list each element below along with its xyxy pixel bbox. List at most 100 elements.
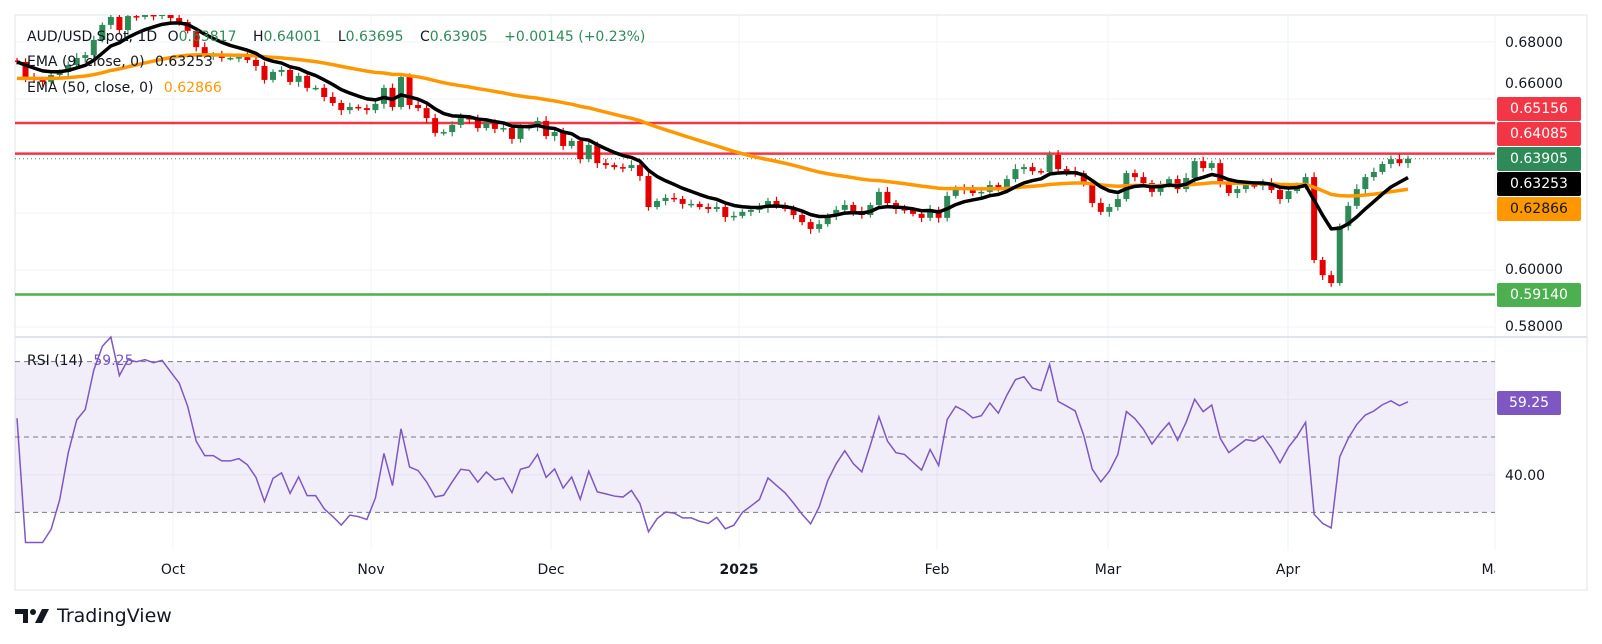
candle — [1336, 226, 1343, 284]
candle — [816, 224, 823, 229]
candle — [244, 57, 251, 60]
ema50-label: EMA (50, close, 0) — [27, 80, 154, 96]
candle — [193, 30, 200, 48]
candle — [466, 118, 473, 120]
candle — [1191, 161, 1198, 178]
rsi-legend[interactable]: RSI (14) 59.25 — [27, 353, 139, 369]
candle — [875, 191, 882, 206]
candle — [1225, 183, 1232, 194]
candle — [372, 103, 379, 111]
rsi-line — [16, 335, 1409, 544]
candle — [440, 132, 447, 134]
candle — [705, 207, 712, 210]
candle — [483, 122, 490, 129]
candle — [850, 205, 857, 212]
candle — [449, 124, 456, 133]
candle — [235, 57, 242, 59]
candle — [261, 65, 268, 80]
candle — [508, 128, 515, 139]
candle — [1285, 191, 1292, 200]
tradingview-logo[interactable]: TradingView — [15, 605, 172, 627]
price-tick: 0.58000 — [1505, 319, 1563, 335]
candle — [176, 18, 183, 23]
candle — [1003, 179, 1010, 190]
candle — [1311, 177, 1318, 261]
candle — [1131, 173, 1138, 178]
candle — [799, 214, 806, 223]
candle — [167, 15, 174, 19]
brand-name: TradingView — [57, 605, 172, 627]
candle — [1055, 154, 1062, 170]
candle — [1097, 203, 1104, 212]
candle — [133, 16, 140, 18]
high-value: 0.64001 — [263, 29, 322, 45]
ema50-legend[interactable]: EMA (50, close, 0) 0.62866 — [27, 80, 228, 96]
ema9-value: 0.63253 — [155, 54, 213, 70]
candle — [1302, 177, 1309, 186]
candle — [952, 187, 959, 196]
candle — [1200, 161, 1207, 168]
candle — [1166, 179, 1173, 186]
low-value: 0.63695 — [345, 29, 404, 45]
ema9-line — [16, 21, 1409, 231]
candle — [252, 59, 259, 66]
candle — [227, 57, 234, 60]
tradingview-logo-icon — [15, 609, 49, 623]
x-tick-2025: 2025 — [719, 562, 759, 578]
candle — [270, 71, 277, 80]
resistance-upper-price-box: 0.65156 — [1497, 97, 1581, 121]
symbol-label[interactable]: AUD/USD Spot, 1D — [27, 29, 158, 45]
candle — [978, 191, 985, 194]
candle — [116, 16, 123, 31]
candle — [671, 197, 678, 200]
x-tick-feb: Feb — [924, 562, 950, 578]
ema50-value: 0.62866 — [163, 80, 222, 96]
ema50-line — [16, 53, 1409, 198]
candle — [1251, 185, 1258, 187]
candle — [688, 203, 695, 206]
support-price-box: 0.59140 — [1497, 283, 1581, 307]
candle — [884, 191, 891, 204]
candle — [1038, 171, 1045, 173]
ema9-legend[interactable]: EMA (9, close, 0) 0.63253 — [27, 54, 219, 70]
candle — [679, 199, 686, 204]
candle — [1020, 167, 1027, 170]
candle — [969, 189, 976, 194]
candle — [329, 97, 336, 103]
candle — [594, 144, 601, 164]
candle — [1208, 163, 1215, 168]
candle — [1080, 173, 1087, 184]
candle — [560, 132, 567, 147]
candle — [1405, 158, 1411, 164]
candle — [918, 213, 925, 218]
candle — [790, 209, 797, 215]
candle — [56, 71, 63, 76]
x-tick-oct: Oct — [160, 562, 186, 578]
candle — [500, 128, 507, 130]
candle — [1217, 163, 1224, 184]
candles — [15, 15, 1411, 287]
open-label: O — [167, 29, 179, 45]
candle — [1387, 159, 1394, 164]
candle — [1114, 199, 1121, 208]
candle — [1106, 207, 1113, 212]
candle — [82, 55, 89, 58]
candle — [927, 209, 934, 218]
candle — [619, 167, 626, 169]
candle — [1379, 163, 1386, 172]
candle — [346, 106, 353, 111]
candle — [491, 122, 498, 129]
candle — [1396, 159, 1403, 164]
rsi-tick: 40.00 — [1505, 468, 1546, 484]
price-tick: 0.66000 — [1505, 76, 1563, 92]
candle — [1370, 171, 1377, 178]
candle — [107, 16, 114, 25]
candle — [415, 104, 422, 109]
candle — [99, 24, 106, 41]
candle — [363, 108, 370, 111]
candle — [713, 207, 720, 210]
candle — [1063, 169, 1070, 172]
candle — [159, 15, 166, 17]
candle — [1140, 177, 1147, 184]
